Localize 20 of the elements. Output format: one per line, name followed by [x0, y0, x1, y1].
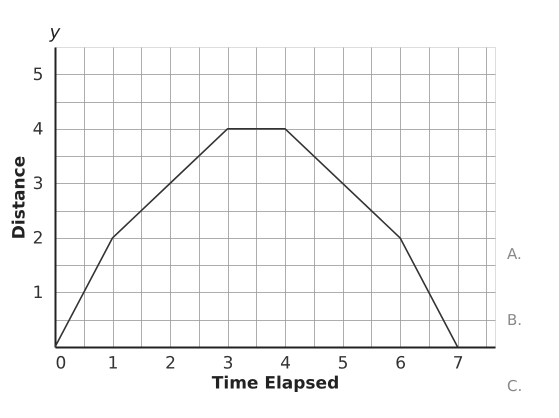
- y-tick-label: 1: [32, 282, 44, 303]
- x-tick-label: 6: [395, 354, 406, 374]
- x-tick-label: 3: [222, 354, 234, 374]
- line-series: [54, 128, 458, 348]
- text: B.: [507, 311, 522, 329]
- text: C.: [507, 377, 522, 395]
- text: A.: [507, 245, 522, 263]
- x-axis-title: Time Elapsed: [212, 374, 340, 394]
- y-axis-title: Distance: [10, 156, 30, 240]
- x-tick-label: 5: [338, 354, 348, 374]
- y-tick-label: 3: [32, 174, 44, 194]
- x-tick-label: 2: [165, 354, 176, 374]
- text: y: [48, 22, 61, 43]
- y-tick-label: 4: [32, 119, 44, 140]
- x-tick-label: 4: [280, 354, 291, 374]
- x-tick-label: 1: [108, 354, 118, 374]
- x-tick-label: 0: [56, 354, 66, 374]
- x-tick-label: 7: [452, 354, 464, 374]
- y-tick-label: 2: [32, 228, 44, 248]
- y-tick-label: 5: [32, 64, 44, 85]
